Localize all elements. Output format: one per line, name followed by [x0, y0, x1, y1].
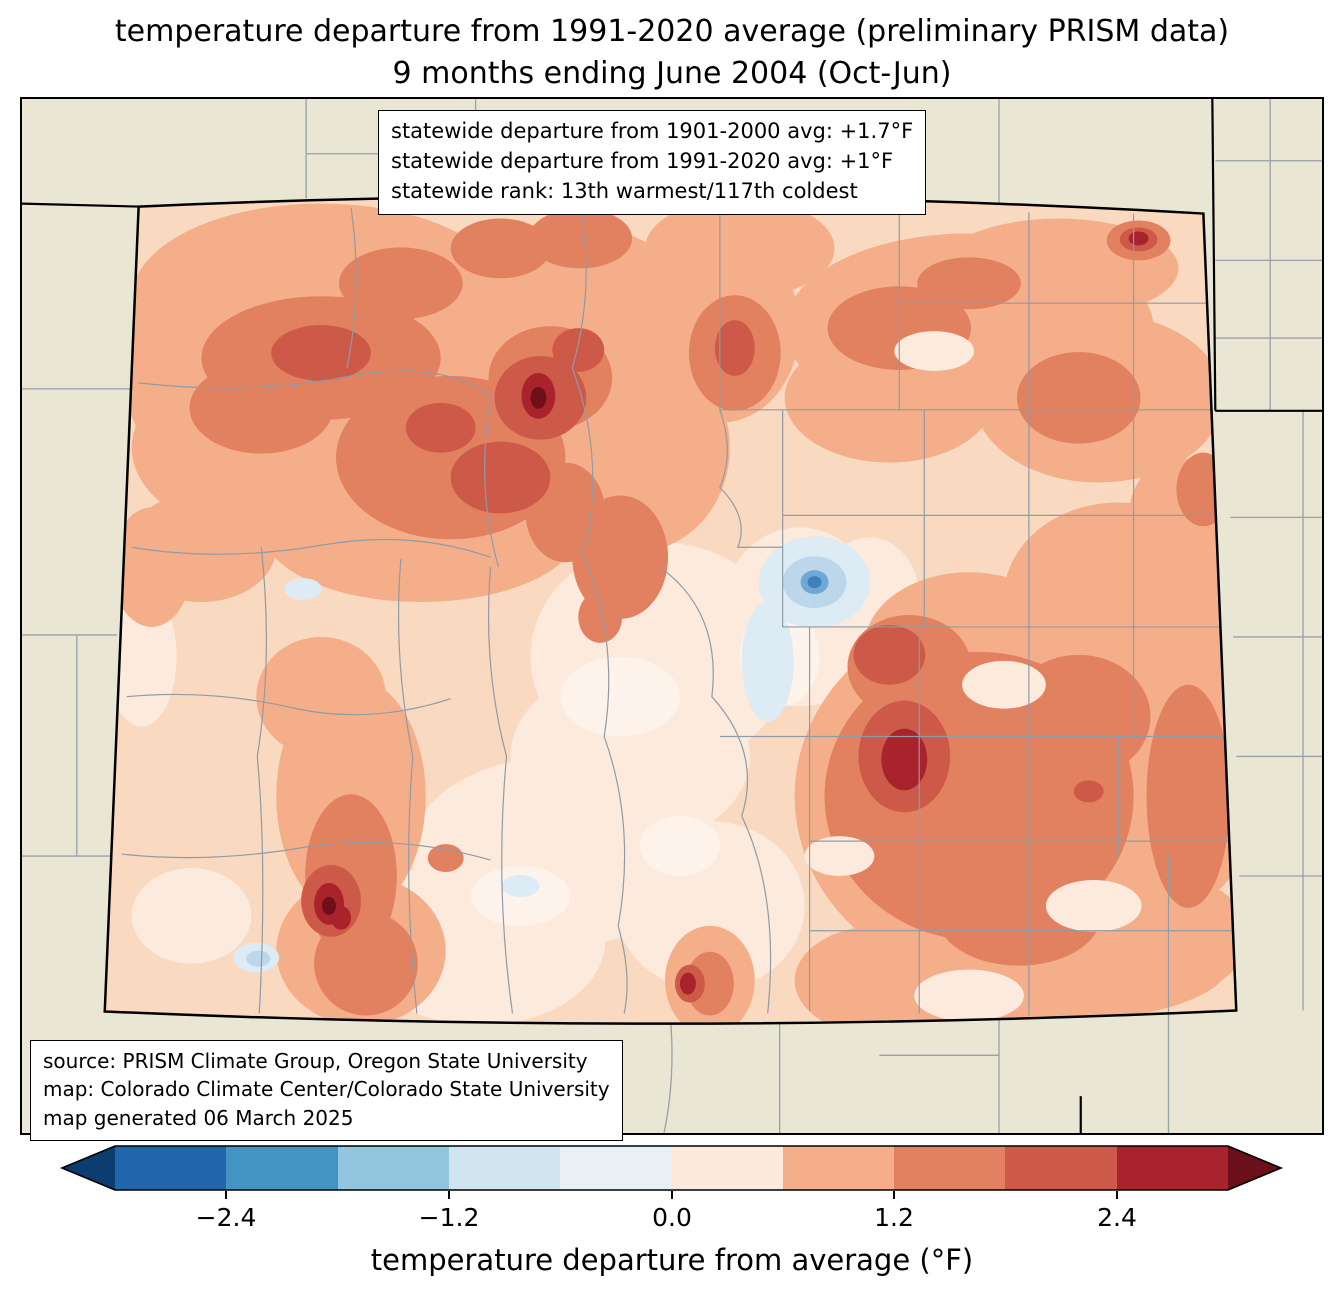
cool-anomaly-spots	[233, 536, 871, 973]
source-box: source: PRISM Climate Group, Oregon Stat…	[30, 1040, 623, 1142]
colorbar-arrow-right	[1228, 1146, 1281, 1190]
colorbar-bands	[115, 1146, 1228, 1190]
map-axes	[20, 97, 1324, 1135]
colorbar-band	[782, 1146, 895, 1190]
colorbar-tick	[1116, 1191, 1118, 1199]
colorbar-band	[1005, 1146, 1117, 1190]
colorado-county-lines	[121, 207, 1232, 1016]
neighbor-county-lines	[22, 99, 1322, 1133]
source-line-3: map generated 06 March 2025	[43, 1105, 354, 1130]
stats-line-2: statewide departure from 1991-2020 avg: …	[391, 148, 894, 173]
colorbar-tick	[225, 1191, 227, 1199]
colorbar-tick-label-1: −1.2	[418, 1203, 480, 1232]
colorbar-band	[337, 1146, 449, 1190]
stats-line-1: statewide departure from 1901-2000 avg: …	[391, 119, 914, 143]
title-line-2: 9 months ending June 2004 (Oct-Jun)	[392, 56, 952, 91]
colorbar-axis-label: temperature departure from average (°F)	[370, 1243, 974, 1277]
source-line-1: source: PRISM Climate Group, Oregon Stat…	[43, 1049, 588, 1073]
colorbar-tick-label-2: 0.0	[652, 1203, 692, 1232]
colorbar-band	[894, 1146, 1006, 1190]
colorbar-band	[560, 1146, 672, 1190]
colorbar-tick	[671, 1191, 673, 1199]
colorado-temperature-map	[22, 99, 1322, 1133]
colorbar	[0, 1145, 1344, 1201]
stats-line-3: statewide rank: 13th warmest/117th colde…	[391, 178, 858, 203]
colorbar-tick	[448, 1191, 450, 1199]
neighbor-state-borders	[22, 99, 1322, 1133]
colorbar-band	[1116, 1146, 1228, 1190]
statewide-stats-box: statewide departure from 1901-2000 avg: …	[378, 110, 927, 216]
colorbar-band	[115, 1146, 227, 1190]
temperature-field	[104, 196, 1237, 1024]
colorbar-band	[448, 1146, 561, 1190]
colorbar-tick-label-0: −2.4	[195, 1203, 257, 1232]
colorbar-tick-label-3: 1.2	[874, 1203, 914, 1232]
source-line-2: map: Colorado Climate Center/Colorado St…	[43, 1077, 610, 1102]
title-line-1: temperature departure from 1991-2020 ave…	[114, 14, 1230, 49]
colorbar-tick-label-4: 2.4	[1097, 1203, 1137, 1232]
colorbar-band	[226, 1146, 338, 1190]
colorbar-tick	[893, 1191, 895, 1199]
colorbar-band	[671, 1146, 783, 1190]
colorbar-arrow-left	[62, 1146, 115, 1190]
